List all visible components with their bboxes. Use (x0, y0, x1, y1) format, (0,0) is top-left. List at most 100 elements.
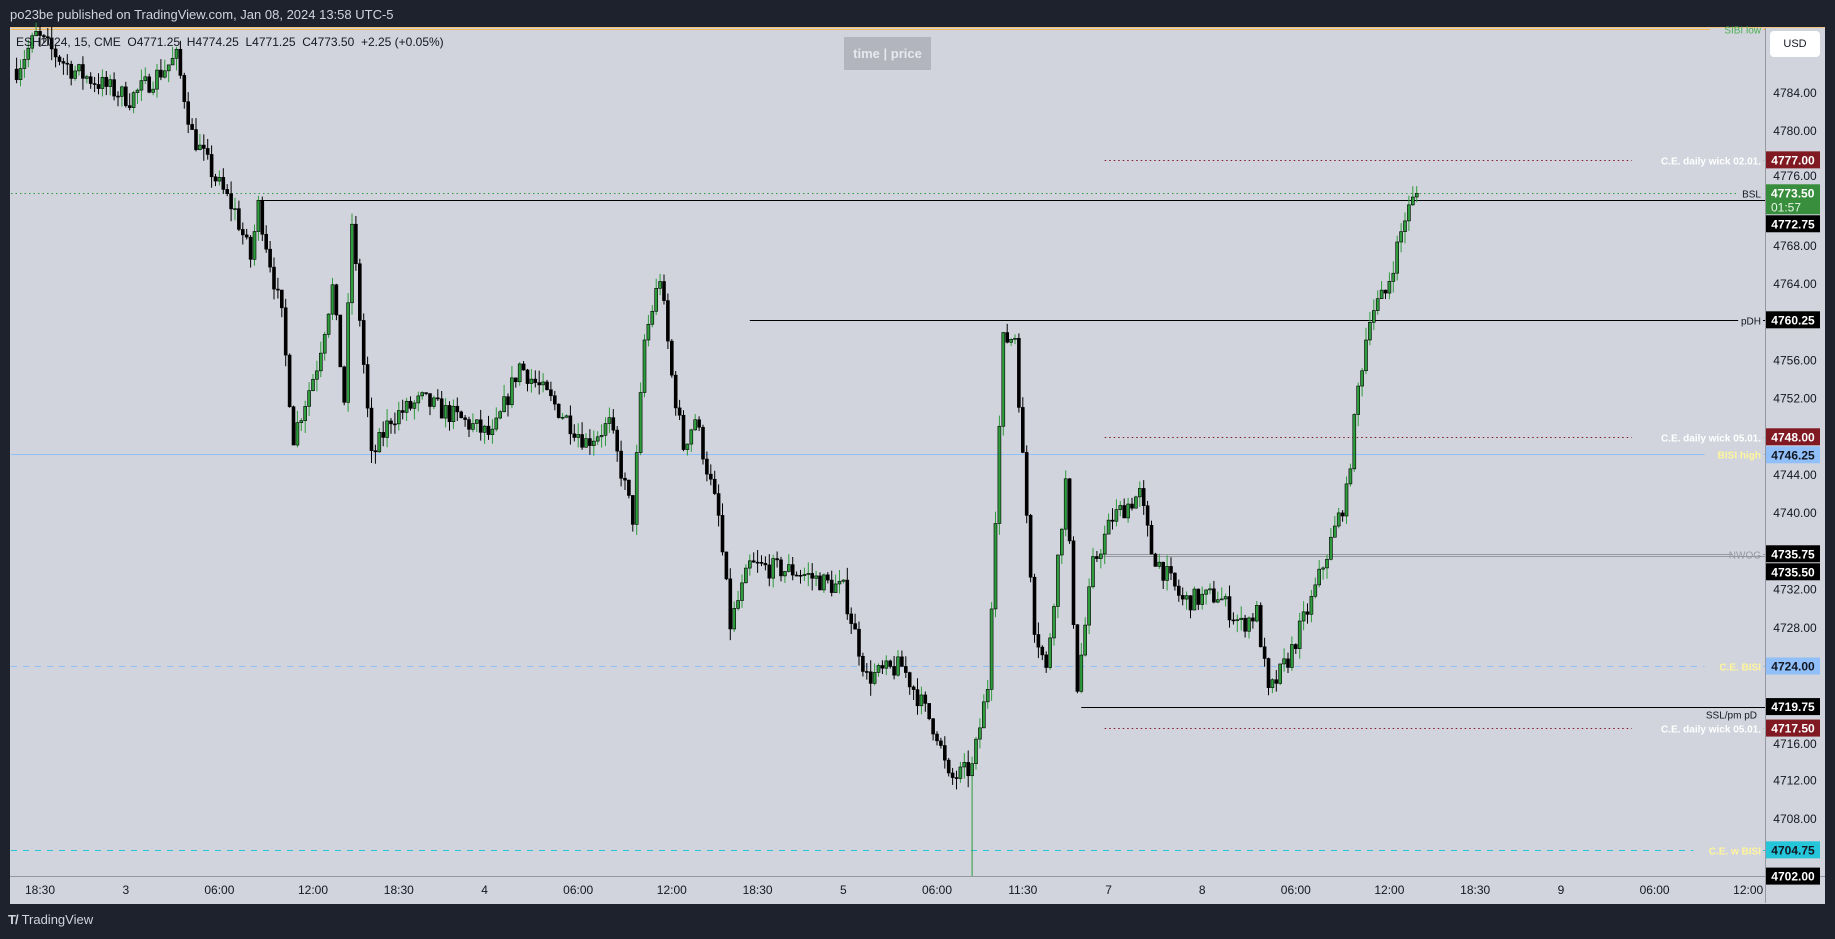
candle-down (939, 740, 943, 746)
candle-down (677, 407, 682, 416)
time-axis[interactable]: 18:30 3 06:00 12:00 18:30 4 06:00 12:00 18:30 5 06… (25, 883, 1764, 897)
candle-down (1067, 478, 1072, 542)
candle-down (513, 377, 518, 383)
candle-up (841, 579, 846, 582)
candle-down (767, 564, 772, 579)
candle-down (1177, 585, 1181, 596)
candle-up (256, 199, 261, 232)
candle-up (599, 434, 604, 438)
candle-down (533, 378, 538, 383)
candle-up (1344, 483, 1349, 517)
time-price-button[interactable]: time | price (844, 37, 931, 70)
candle-down (237, 208, 241, 230)
candle-up (135, 89, 140, 93)
candle-down (381, 432, 386, 438)
time-tick-label: 12:00 (657, 883, 687, 897)
candle-up (1009, 339, 1013, 343)
price-tick-label: 4732.00 (1773, 583, 1817, 597)
price-tick-label: 4716.00 (1773, 737, 1817, 751)
candle-up (876, 665, 881, 673)
time-tick-label: 18:30 (25, 883, 55, 897)
candle-up (1372, 310, 1376, 323)
candle-down (1153, 553, 1158, 567)
chart-panel[interactable] (10, 27, 1825, 904)
candle-up (1297, 620, 1302, 649)
candle-down (283, 307, 288, 356)
symbol-name[interactable]: ESH2024, 15, CME (16, 35, 121, 49)
candle-up (490, 428, 495, 435)
candle-up (1352, 414, 1357, 470)
low-value: L4771.25 (245, 35, 296, 49)
level-label: BSL (1742, 190, 1761, 201)
candle-up (646, 323, 651, 341)
candle-up (498, 411, 503, 419)
candle-up (1411, 196, 1415, 206)
candle-down (1130, 503, 1134, 509)
candle-down (57, 56, 62, 62)
brand-name: TradingView (21, 912, 94, 927)
candle-up (650, 310, 655, 325)
candle-down (630, 495, 635, 525)
currency-button[interactable]: USD (1770, 31, 1820, 57)
candle-up (884, 660, 889, 669)
candle-down (1040, 646, 1045, 656)
candle-down (81, 64, 85, 79)
candle-up (689, 429, 694, 445)
candle-up (1219, 598, 1224, 601)
candle-up (1216, 599, 1220, 603)
candle-down (42, 35, 46, 37)
candle-up (1255, 605, 1259, 622)
candle-down (213, 176, 218, 182)
candle-up (978, 727, 982, 740)
candle-up (151, 88, 155, 93)
candle-down (1262, 646, 1267, 659)
candle-down (124, 86, 128, 106)
candle-up (786, 564, 791, 572)
price-badge-value: 4702.00 (1771, 870, 1815, 884)
candle-down (268, 248, 272, 268)
candle-up (443, 405, 448, 419)
price-badge-value: 4777.00 (1771, 153, 1815, 167)
candle-down (611, 417, 616, 431)
candle-up (529, 378, 534, 384)
candle-down (1145, 505, 1150, 526)
candle-down (775, 558, 779, 561)
candle-down (888, 660, 893, 667)
candle-up (1270, 679, 1275, 688)
candle-up (396, 410, 401, 425)
candle-up (1048, 637, 1052, 668)
price-axis[interactable]: 4784.00 4780.00 4776.00 4768.00 4764.00 4756.… (1773, 86, 1817, 826)
footer-brand[interactable]: T/ TradingView (8, 912, 93, 927)
candle-down (857, 628, 861, 657)
candle-down (720, 515, 725, 553)
candle-up (560, 416, 565, 419)
candle-down (1231, 619, 1236, 622)
candle-up (607, 417, 612, 424)
candle-up (1235, 619, 1240, 621)
candle-up (1407, 204, 1411, 222)
candle-down (389, 420, 393, 425)
candle-up (970, 763, 974, 777)
time-tick-label: 06:00 (922, 883, 952, 897)
candle-up (958, 766, 963, 779)
close-value: C4773.50 (302, 35, 355, 49)
price-badge (1766, 719, 1820, 737)
candle-down (202, 144, 206, 149)
candle-up (732, 608, 737, 630)
candle-down (478, 419, 483, 433)
candle-down (911, 686, 916, 690)
candle-up (1329, 536, 1333, 560)
candle-down (810, 573, 815, 579)
candle-up (919, 694, 924, 707)
price-badge (1766, 446, 1820, 464)
label-gap (1631, 159, 1763, 162)
candle-down (1020, 407, 1025, 453)
label-gap (1738, 319, 1763, 322)
candle-down (705, 458, 709, 475)
candle-up (73, 70, 77, 79)
label-gap (1631, 436, 1763, 439)
candle-down (946, 759, 951, 774)
candle-up (1309, 595, 1314, 615)
time-tick-label: 4 (481, 883, 488, 897)
